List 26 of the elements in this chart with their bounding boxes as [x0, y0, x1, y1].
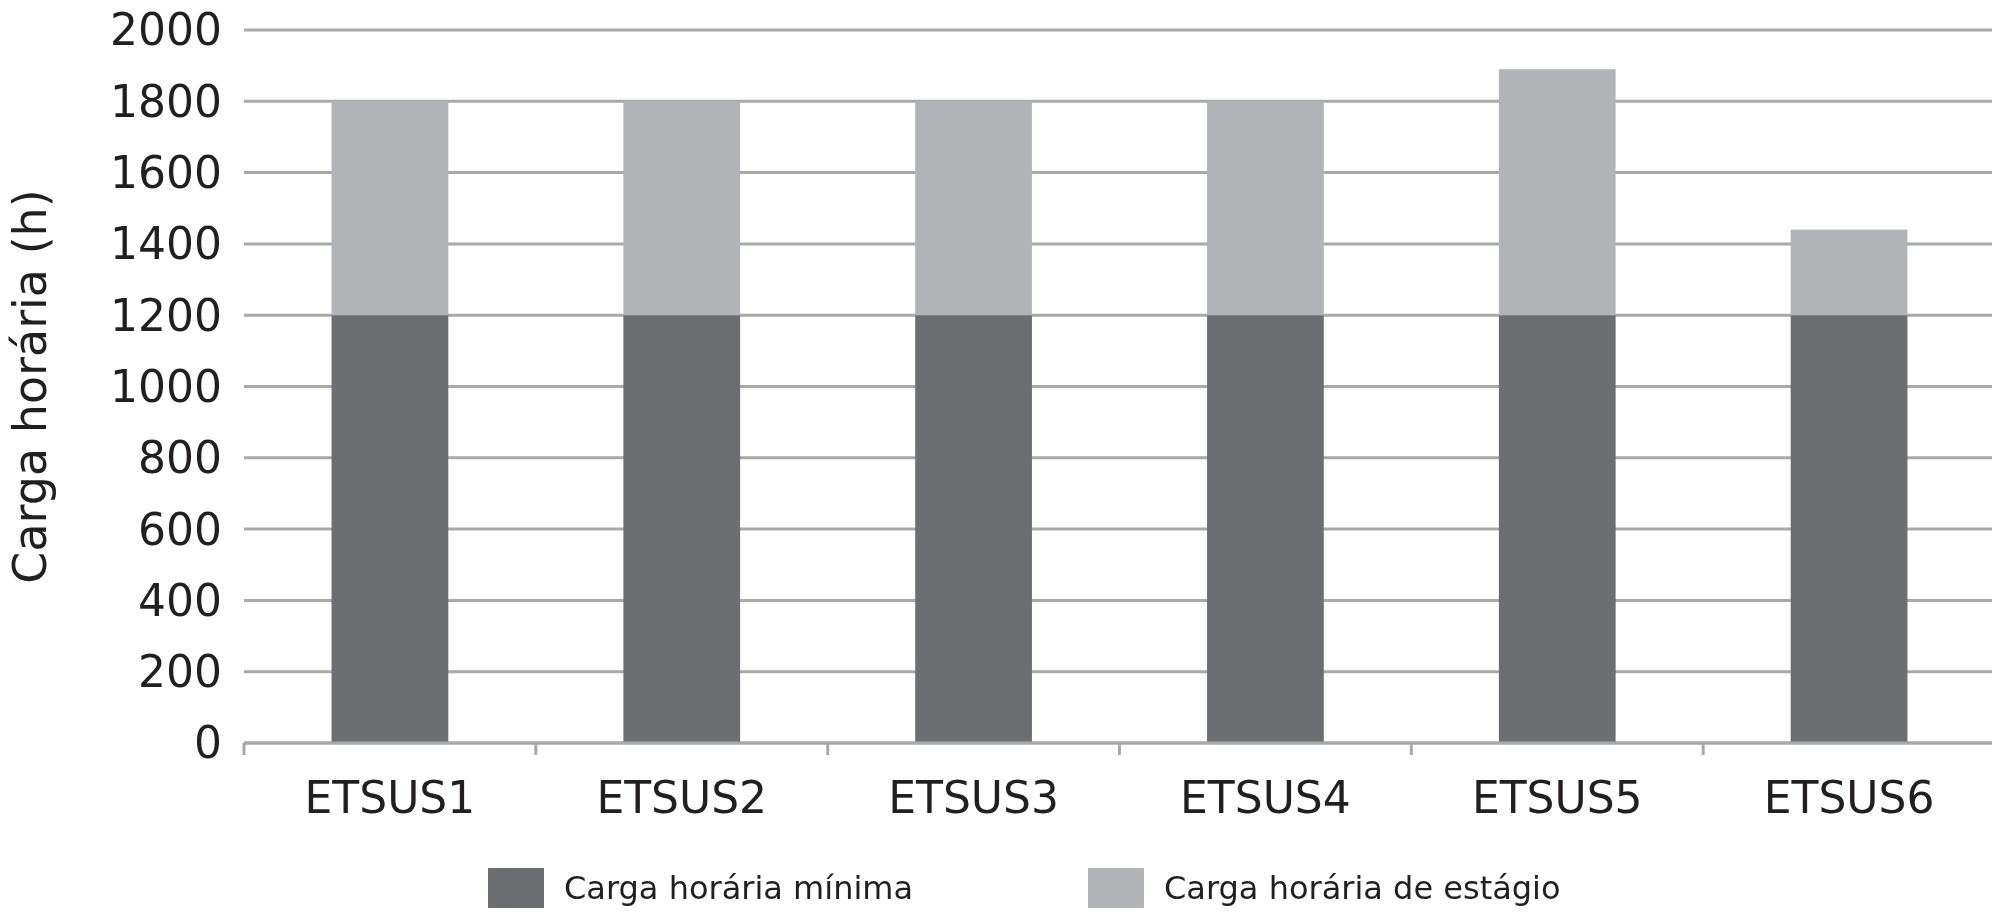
bar [623, 315, 741, 743]
legend-label: Carga horária de estágio [1164, 869, 1561, 908]
y-tick-label: 800 [138, 432, 222, 484]
y-tick-label: 1000 [110, 360, 222, 412]
y-tick-label: 400 [138, 574, 222, 626]
y-tick-label: 0 [194, 717, 222, 769]
x-tick-label: ETSUS4 [1180, 772, 1351, 823]
x-tick-label: ETSUS5 [1471, 772, 1643, 823]
y-tick-label: 1600 [110, 147, 222, 198]
bar [331, 315, 449, 743]
x-tick-label: ETSUS1 [304, 772, 476, 823]
y-tick-label: 200 [138, 646, 222, 698]
x-tick-label: ETSUS6 [1763, 772, 1935, 823]
x-tick-label: ETSUS3 [888, 772, 1059, 823]
y-axis-title: Carga horária (h) [3, 189, 57, 584]
y-tick-label: 1800 [110, 75, 222, 127]
y-tick-label: 1400 [110, 218, 222, 270]
bar [1790, 315, 1908, 743]
y-tick-label: 600 [138, 503, 222, 555]
legend-label: Carga horária mínima [564, 869, 914, 908]
bar [1207, 315, 1324, 743]
bar [1498, 315, 1616, 743]
y-tick-label: 1200 [110, 289, 222, 341]
y-tick-label: 2000 [110, 4, 222, 56]
x-tick-label: ETSUS2 [596, 772, 768, 823]
bar [915, 315, 1032, 743]
